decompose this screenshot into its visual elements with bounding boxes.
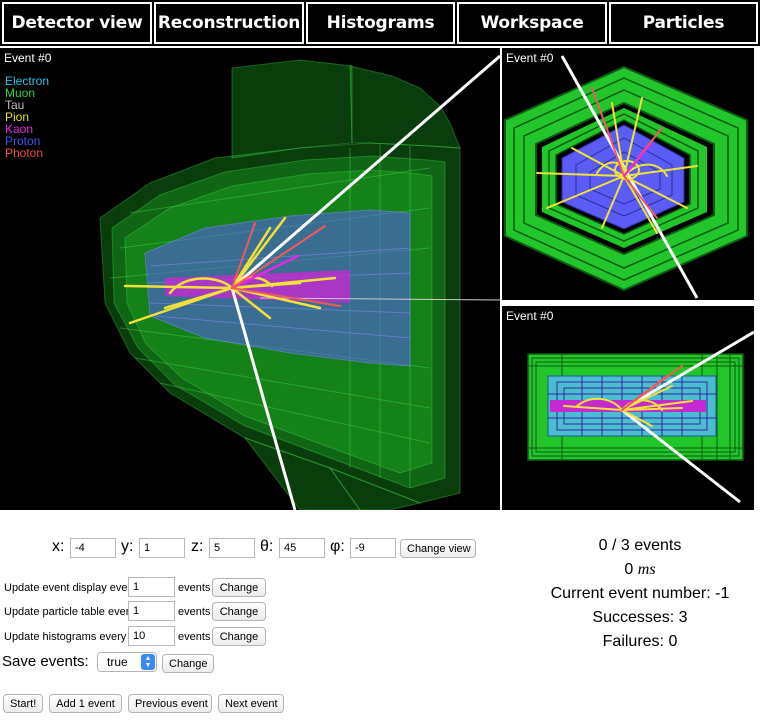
save-events-value: true <box>107 655 128 669</box>
legend-proton: Proton <box>5 134 41 148</box>
x-label: x: <box>52 538 65 555</box>
add-one-event-button[interactable]: Add 1 event <box>49 694 122 713</box>
start-button[interactable]: Start! <box>3 694 43 713</box>
next-event-button[interactable]: Next event <box>218 694 284 713</box>
change-view-button[interactable]: Change view <box>400 539 476 558</box>
main-detector-canvas <box>99 54 500 510</box>
save-events-select[interactable]: true ▲ ▼ <box>97 652 157 672</box>
tab-histograms[interactable]: Histograms <box>306 2 455 44</box>
timing-readout: 0 ms <box>520 561 760 579</box>
tab-workspace[interactable]: Workspace <box>457 2 607 44</box>
y-label: y: <box>121 538 134 555</box>
side-detector-canvas <box>527 330 754 504</box>
legend-photon: Photon <box>5 146 44 160</box>
update-particle-table-unit: events <box>178 606 211 618</box>
failures-count: Failures: 0 <box>602 633 678 650</box>
phi-label: φ: <box>330 538 345 555</box>
theta-input[interactable] <box>279 538 325 558</box>
end-detector-view[interactable]: Event #0 <box>502 48 754 300</box>
tab-particles[interactable]: Particles <box>609 2 758 44</box>
end-view-event-label: Event #0 <box>506 51 554 65</box>
x-input[interactable] <box>70 538 116 558</box>
update-event-display-change-button[interactable]: Change <box>212 578 266 597</box>
update-histograms-change-button[interactable]: Change <box>212 627 266 646</box>
theta-label: θ: <box>260 538 274 555</box>
update-histograms-unit: events <box>178 631 211 643</box>
side-detector-view[interactable]: Event #0 <box>502 306 754 510</box>
update-histograms-input[interactable] <box>128 626 175 646</box>
side-view-event-label: Event #0 <box>506 309 554 323</box>
legend-kaon: Kaon <box>5 122 34 136</box>
save-events-change-button[interactable]: Change <box>162 654 214 673</box>
successes-count: Successes: 3 <box>592 609 688 626</box>
legend-muon: Muon <box>5 86 36 100</box>
main-view-event-label: Event #0 <box>4 51 52 65</box>
particle-legend: Electron Muon Tau Pion Kaon Proton Photo… <box>5 75 49 159</box>
timing-unit: ms <box>637 561 656 578</box>
update-event-display-input[interactable] <box>128 577 175 597</box>
legend-tau: Tau <box>5 98 25 112</box>
legend-pion: Pion <box>5 110 30 124</box>
save-events-label: Save events: <box>2 653 89 670</box>
update-event-display-unit: events <box>178 582 211 594</box>
update-particle-table-change-button[interactable]: Change <box>212 602 266 621</box>
current-event-number: Current event number: -1 <box>550 585 730 602</box>
phi-input[interactable] <box>350 538 396 558</box>
tab-bar: Detector view Reconstruction Histograms … <box>0 0 760 46</box>
main-detector-view[interactable]: Event #0 Electron Muon Tau Pion Kaon Pro… <box>0 48 500 510</box>
update-particle-table-label: Update particle table every <box>4 606 135 618</box>
update-particle-table-input[interactable] <box>128 601 175 621</box>
legend-electron: Electron <box>5 74 50 88</box>
events-counter: 0 / 3 events <box>598 537 682 554</box>
tab-detector-view[interactable]: Detector view <box>2 2 152 44</box>
select-arrows-icon: ▲ ▼ <box>141 654 155 670</box>
end-detector-canvas <box>504 55 748 299</box>
previous-event-button[interactable]: Previous event <box>128 694 212 713</box>
timing-value: 0 <box>624 561 634 578</box>
update-histograms-label: Update histograms every <box>4 631 127 643</box>
update-event-display-label: Update event display every <box>4 582 137 594</box>
z-input[interactable] <box>209 538 255 558</box>
tab-reconstruction[interactable]: Reconstruction <box>154 2 304 44</box>
y-input[interactable] <box>139 538 185 558</box>
z-label: z: <box>191 538 204 555</box>
